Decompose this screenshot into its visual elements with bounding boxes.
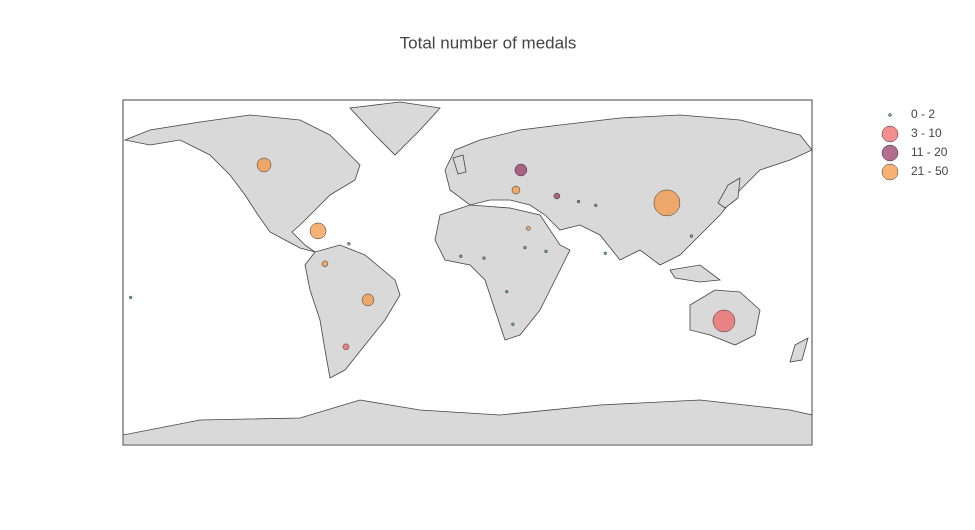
bubble [347,242,351,246]
legend-label: 11 - 20 [911,145,948,159]
bubble [505,290,509,294]
bubble [514,163,528,177]
legend-marker [881,163,899,181]
legend-label: 21 - 50 [911,164,949,178]
bubble [576,199,581,204]
legend-label: 0 - 2 [911,107,935,121]
legend-label: 3 - 10 [911,126,942,140]
bubble [553,192,561,200]
bubble [511,322,515,326]
bubble [511,185,521,195]
bubble [544,249,548,254]
bubble [523,245,527,250]
bubble [594,203,598,208]
bubble [712,309,736,333]
bubble [256,157,272,173]
legend-marker [888,113,892,117]
legend-marker [881,144,899,162]
bubble [482,256,486,260]
bubble [526,226,531,231]
bubble [603,251,607,255]
bubble [342,343,350,351]
bubble [361,293,375,307]
bubble [128,295,133,300]
chart-title: Total number of medals [400,33,577,52]
bubble [459,254,463,258]
bubble [309,222,327,240]
bubble [653,189,681,217]
bubble [689,234,694,238]
land [122,101,813,446]
bubble [321,260,329,268]
legend-marker [881,125,899,143]
